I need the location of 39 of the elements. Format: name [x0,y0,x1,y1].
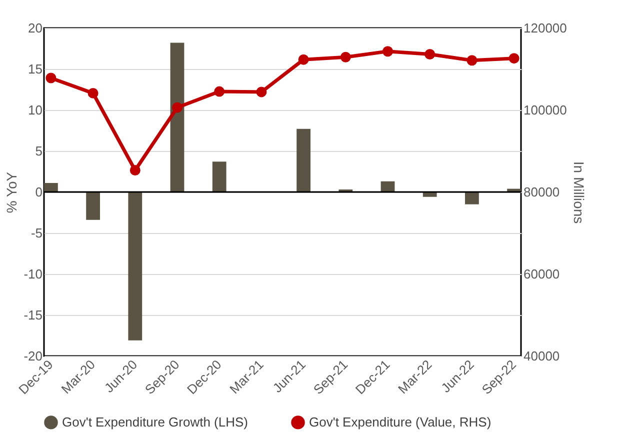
point [130,165,140,176]
legend-label: Gov't Expenditure Growth (LHS) [62,414,248,430]
point [424,49,436,60]
bar [170,42,184,192]
point [340,52,351,62]
y2-axis-title: In Millions [570,161,587,224]
y-tick-label: -15 [24,308,42,322]
y-tick-label: 15 [28,62,42,76]
y2-tick-label: 80000 [524,184,560,200]
y-tick-label: 5 [35,144,42,158]
point [256,86,267,98]
y-tick-label: -20 [24,348,42,364]
y-tick-label: 0 [35,184,42,200]
point [46,72,56,84]
bar [465,192,479,204]
bar [212,162,226,192]
bar [44,182,58,192]
bar [86,192,100,220]
y-axis-title: % YoY [4,171,20,214]
point [214,86,225,97]
y2-tick-label: 60000 [524,266,560,282]
y-tick-label: 10 [28,102,42,118]
legend-label: Gov't Expenditure (Value, RHS) [309,414,492,430]
point [466,55,478,66]
y2-tick-label: 120000 [524,20,567,36]
y2-tick-label: 40000 [524,348,560,364]
y-tick-label: -10 [24,266,42,282]
point [508,53,520,64]
point [298,54,309,65]
bar [128,192,142,340]
point [172,102,182,113]
bar [296,128,310,192]
bar [507,188,521,192]
point [88,88,98,98]
y2-tick-label: 100000 [524,102,567,118]
y-tick-label: -5 [30,226,42,240]
bar [380,181,395,192]
point [382,46,393,57]
y-tick-label: 20 [28,20,42,36]
